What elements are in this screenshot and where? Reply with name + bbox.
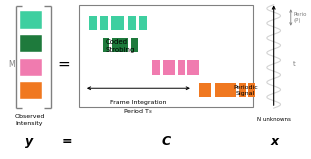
Bar xyxy=(163,60,175,75)
Bar xyxy=(20,35,42,52)
Bar xyxy=(111,16,124,30)
Bar xyxy=(131,38,138,52)
Text: C: C xyxy=(162,135,171,148)
Bar xyxy=(187,60,199,75)
Text: y: y xyxy=(26,135,34,148)
Bar xyxy=(79,5,253,107)
Text: t: t xyxy=(293,61,296,67)
Text: =: = xyxy=(62,135,72,148)
Bar xyxy=(20,82,42,99)
Bar xyxy=(112,38,128,52)
Text: =: = xyxy=(58,57,70,72)
Bar xyxy=(215,83,236,97)
Bar xyxy=(199,83,211,97)
Text: x: x xyxy=(270,135,278,148)
Bar xyxy=(152,60,160,75)
Bar xyxy=(248,83,255,97)
Bar xyxy=(139,16,147,30)
Bar xyxy=(103,38,109,52)
Text: Coded
Strobing: Coded Strobing xyxy=(106,39,135,53)
Text: M: M xyxy=(9,60,15,69)
Bar xyxy=(20,59,42,76)
Bar xyxy=(20,11,42,29)
Bar xyxy=(128,16,136,30)
Text: Frame Integration
Period T$_S$: Frame Integration Period T$_S$ xyxy=(110,100,167,116)
Text: N unknowns: N unknowns xyxy=(257,117,290,122)
Text: Periodic
Signal: Periodic Signal xyxy=(233,85,258,96)
Text: Perio
(P): Perio (P) xyxy=(293,12,307,23)
Bar xyxy=(239,83,246,97)
Text: Observed
Intensity: Observed Intensity xyxy=(14,114,45,126)
Bar xyxy=(100,16,108,30)
Bar xyxy=(178,60,185,75)
Bar xyxy=(89,16,97,30)
